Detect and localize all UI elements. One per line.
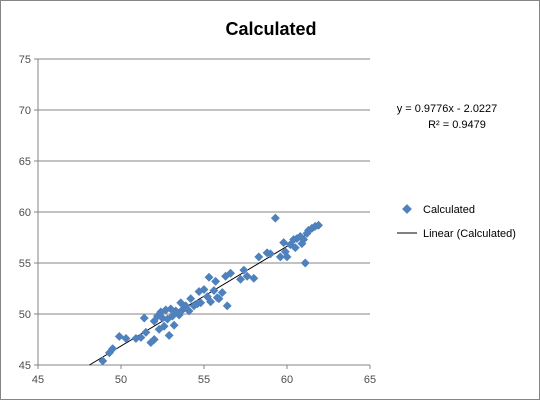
data-point (275, 252, 285, 262)
y-tick-label: 60 (19, 207, 31, 219)
data-point (242, 271, 252, 281)
r-squared-text: R² = 0.9479 (428, 119, 486, 131)
data-point (206, 297, 216, 307)
data-point (279, 238, 289, 248)
y-tick-label: 70 (19, 105, 31, 117)
data-point (209, 285, 219, 296)
x-tick-label: 50 (115, 374, 127, 386)
data-point (299, 234, 309, 245)
data-point (108, 344, 118, 354)
data-points (98, 213, 324, 366)
data-point (290, 243, 300, 253)
data-point (114, 331, 124, 341)
data-point (239, 265, 249, 275)
y-tick-label: 50 (19, 309, 31, 321)
data-point (139, 313, 149, 323)
y-tick-label: 45 (19, 360, 31, 372)
data-point (222, 301, 232, 311)
x-tick-label: 55 (198, 374, 210, 386)
axes: 45 50 55 60 65 70 75 45 50 55 60 65 (19, 54, 376, 386)
data-point (235, 274, 246, 284)
data-point (186, 294, 196, 304)
data-point (249, 273, 259, 283)
data-point (121, 333, 131, 344)
data-point (313, 220, 324, 230)
data-point (164, 330, 174, 340)
data-point (282, 252, 292, 262)
y-tick-label: 55 (19, 258, 31, 270)
trendline-equation: y = 0.9776x - 2.0227 R² = 0.9479 (397, 103, 498, 131)
data-point (159, 321, 169, 331)
data-point (300, 258, 310, 268)
data-point (184, 306, 194, 316)
data-point (136, 332, 146, 343)
data-point (254, 252, 264, 262)
data-point (157, 313, 168, 323)
gridlines (38, 58, 370, 315)
data-point (196, 298, 206, 308)
y-tick-label: 75 (19, 54, 31, 66)
x-tick-label: 60 (281, 374, 293, 386)
legend-label-calculated: Calculated (423, 204, 475, 216)
data-point (217, 288, 227, 298)
data-point (141, 327, 151, 337)
data-point (149, 334, 159, 345)
x-tick-label: 65 (364, 374, 376, 386)
legend-label-linear: Linear (Calculated) (423, 228, 516, 240)
data-point (98, 356, 108, 366)
data-point (199, 284, 209, 295)
data-point (169, 320, 179, 330)
x-tick-label: 45 (32, 374, 44, 386)
data-point (270, 213, 280, 223)
legend: Calculated Linear (Calculated) (397, 204, 516, 240)
data-point (226, 268, 236, 278)
y-tick-label: 65 (19, 156, 31, 168)
data-point (211, 276, 221, 286)
chart-title: Calculated (225, 19, 316, 39)
data-point (204, 272, 214, 282)
data-point (214, 294, 224, 304)
trendline-equation-text: y = 0.9776x - 2.0227 (397, 103, 498, 115)
legend-marker-calculated (402, 204, 412, 214)
data-point (265, 249, 275, 259)
